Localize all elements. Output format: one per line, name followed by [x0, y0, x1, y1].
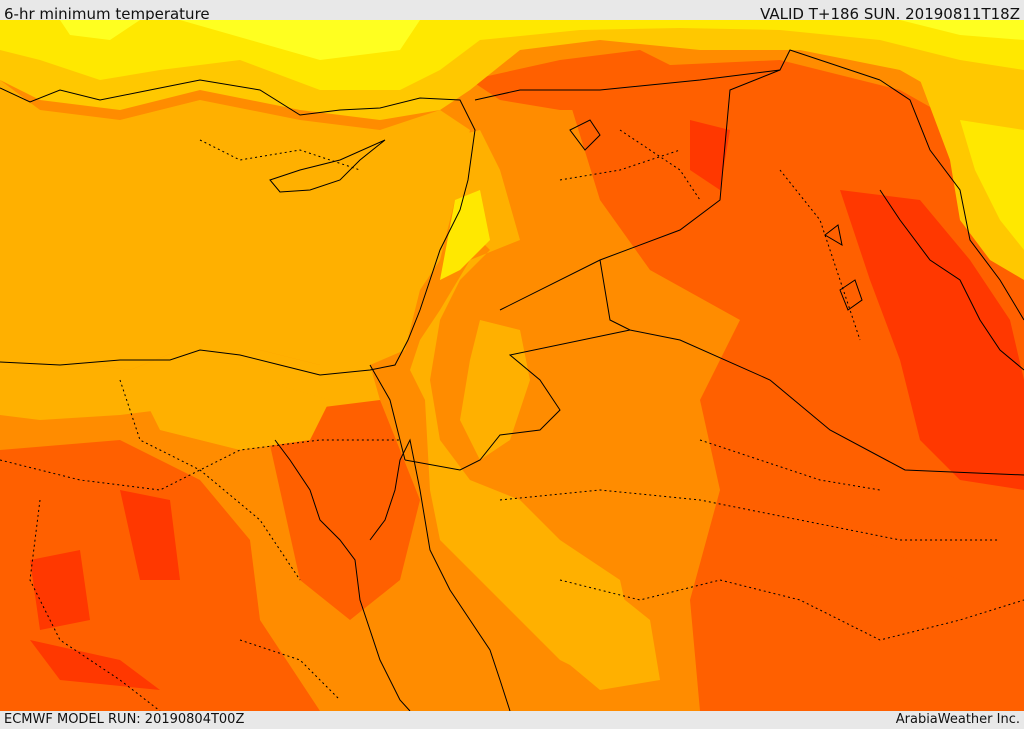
lake-iraq [824, 224, 863, 311]
hot-zone-south [720, 540, 1024, 711]
border-syria-iraq [499, 69, 781, 311]
hejaz-cool [520, 560, 660, 690]
map-title: 6-hr minimum temperature [4, 5, 210, 23]
model-run: ECMWF MODEL RUN: 20190804T00Z [4, 712, 245, 727]
turkey-pale [60, 20, 1024, 60]
border-jordan-saudi [404, 329, 631, 471]
border-jordan-iraq [599, 259, 1024, 476]
hottest-zone-gulf [840, 190, 1024, 490]
hottest-spot-euphrates [690, 120, 730, 190]
hottest-zone-west [30, 490, 180, 690]
coastline-red-sea [274, 439, 411, 711]
coastline-cyprus [269, 139, 386, 193]
credit: ArabiaWeather Inc. [895, 712, 1020, 727]
sea-fringe-delta [140, 380, 330, 450]
admin-boundaries [0, 129, 1024, 711]
hot-zone-egypt-east [260, 400, 420, 620]
levant-cool-band [410, 130, 640, 680]
header-bar [0, 0, 1024, 20]
coastline-gulf [879, 189, 1024, 371]
lake-van [569, 119, 601, 151]
hot-zone-north-anatolia [470, 50, 700, 110]
border-egypt-israel [369, 364, 406, 461]
jordan-highlands [460, 320, 530, 460]
temperature-map [0, 20, 1024, 711]
border-syria-turkey [474, 49, 881, 101]
coastline-levant [0, 79, 476, 376]
footer-bar [0, 711, 1024, 729]
coastline-aqaba [369, 438, 511, 711]
zagros-yellow [960, 120, 1024, 250]
mediterranean-sea [0, 80, 470, 370]
valid-time: VALID T+186 SUN. 20190811T18Z [760, 5, 1020, 23]
border-iraq-iran [879, 79, 1024, 321]
lebanon-yellow [440, 190, 490, 280]
